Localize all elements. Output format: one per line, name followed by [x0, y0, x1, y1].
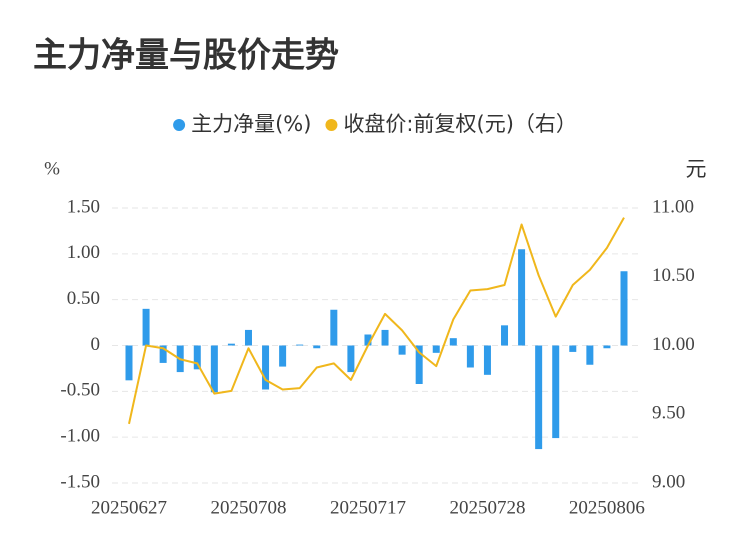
y-tick-label: -0.50 — [60, 380, 100, 401]
bar — [330, 309, 338, 346]
bar — [142, 308, 150, 346]
bar — [381, 329, 389, 346]
bar — [210, 345, 218, 393]
y-tick-label: 1.50 — [67, 196, 100, 217]
bar — [227, 343, 235, 346]
y-tick-label: 0.50 — [67, 288, 100, 309]
y-tick-label: -1.00 — [60, 426, 100, 447]
bar — [552, 345, 560, 439]
x-tick-label: 20250717 — [330, 497, 406, 518]
price-line — [128, 217, 625, 425]
bar — [483, 345, 491, 375]
bar — [296, 344, 304, 346]
x-tick-label: 20250708 — [210, 497, 286, 518]
bar — [125, 345, 133, 381]
y2-tick-label: 9.50 — [652, 403, 685, 424]
y-tick-label: 0 — [91, 334, 101, 355]
legend-label: 收盘价:前复权(元)（右） — [343, 112, 576, 136]
bar — [313, 345, 321, 349]
bar — [279, 345, 287, 367]
y-tick-label: 1.00 — [67, 242, 100, 263]
y2-tick-label: 9.00 — [652, 471, 685, 492]
bar — [569, 345, 577, 352]
bar — [518, 249, 526, 346]
bar — [415, 345, 423, 384]
bar — [466, 345, 474, 368]
bar — [244, 329, 252, 346]
legend-marker — [325, 119, 338, 131]
bar — [603, 345, 611, 349]
bar — [501, 325, 509, 346]
bar — [432, 345, 440, 353]
bar — [449, 338, 457, 346]
legend-marker — [173, 119, 186, 131]
bar — [347, 345, 355, 373]
x-tick-label: 20250728 — [449, 497, 525, 518]
bar — [535, 345, 543, 450]
bar — [193, 345, 201, 370]
y2-axis-label: 元 — [686, 157, 707, 181]
x-tick-label: 20250627 — [91, 497, 167, 518]
bar — [620, 271, 628, 346]
bar — [262, 345, 270, 390]
bar — [586, 345, 594, 365]
y2-tick-label: 10.50 — [652, 265, 695, 286]
x-tick-label: 20250806 — [569, 497, 645, 518]
chart-title: 主力净量与股价走势 — [33, 36, 339, 76]
bar — [398, 345, 406, 355]
legend-label: 主力净量(%) — [191, 112, 311, 136]
y2-tick-label: 10.00 — [652, 334, 695, 355]
y-axis-label: % — [44, 158, 60, 179]
bar — [364, 334, 372, 346]
y2-tick-label: 11.00 — [652, 196, 694, 217]
y-tick-label: -1.50 — [60, 471, 100, 492]
bar — [159, 345, 167, 363]
